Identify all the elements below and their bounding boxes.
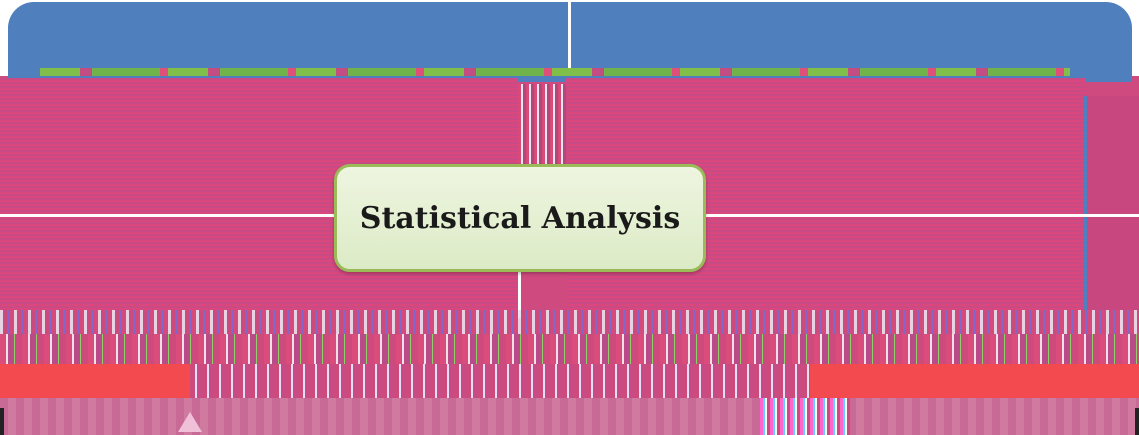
connector-right [706, 214, 1139, 217]
triangle-marker [178, 412, 202, 432]
connector-left [0, 214, 336, 217]
right-edge-panel [1086, 96, 1139, 316]
bottom-band-footer [0, 398, 1139, 435]
bottom-band-red-noise [190, 364, 810, 398]
bottom-band-noise-1 [0, 310, 1139, 334]
banner-divider [568, 2, 571, 72]
bottom-band-footer-noise [760, 398, 850, 435]
corner-mark-left [0, 408, 4, 435]
center-connector-stripe [518, 84, 566, 164]
right-edge-line [1084, 96, 1087, 316]
bottom-band-noise-2 [0, 334, 1139, 364]
corner-mark-right [1135, 408, 1139, 435]
banner-underline [40, 68, 1070, 76]
central-node-label: Statistical Analysis [359, 200, 681, 236]
connector-bottom [518, 272, 521, 318]
central-node: Statistical Analysis [334, 164, 706, 272]
